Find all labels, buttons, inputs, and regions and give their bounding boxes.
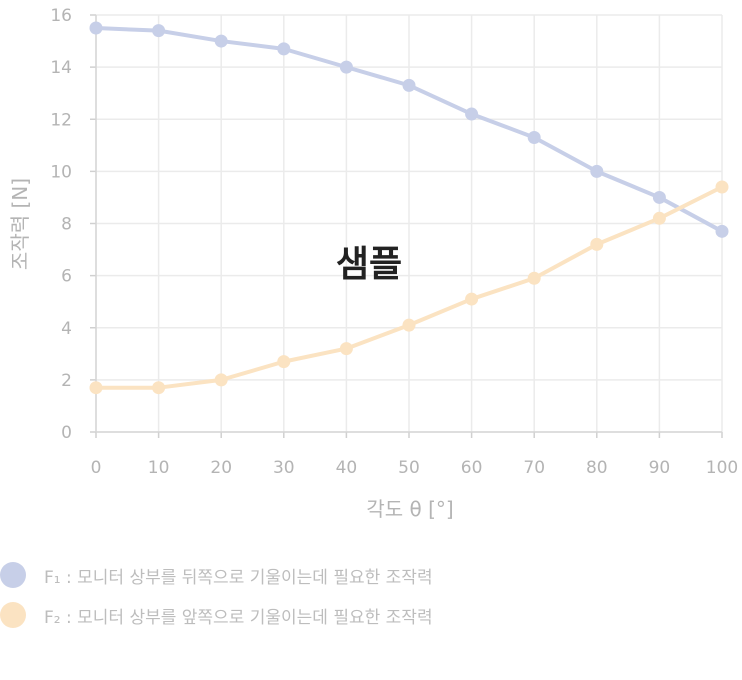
- data-point-f2: [89, 381, 103, 395]
- data-point-f2: [152, 381, 166, 395]
- x-tick-label: 100: [706, 458, 738, 478]
- x-tick-label: 60: [461, 458, 483, 478]
- legend: F₁ : 모니터 상부를 뒤쪽으로 기울이는데 필요한 조작력 F₂ : 모니터…: [0, 555, 433, 635]
- data-point-f2: [590, 237, 604, 251]
- x-tick-label: 50: [398, 458, 420, 478]
- x-tick-label: 10: [148, 458, 170, 478]
- y-tick-label: 12: [50, 110, 72, 130]
- x-tick-label: 40: [336, 458, 358, 478]
- legend-label-f2: F₂ : 모니터 상부를 앞쪽으로 기울이는데 필요한 조작력: [44, 607, 433, 628]
- x-tick-label: 20: [210, 458, 232, 478]
- data-point-f1: [402, 78, 416, 92]
- data-point-f1: [89, 21, 103, 35]
- y-tick-label: 2: [61, 371, 72, 391]
- data-point-f2: [465, 292, 479, 306]
- series-group: [89, 21, 729, 395]
- data-point-f1: [590, 164, 604, 178]
- data-point-f1: [527, 130, 541, 144]
- data-point-f1: [652, 190, 666, 204]
- x-tick-label: 0: [91, 458, 102, 478]
- data-point-f2: [715, 180, 729, 194]
- legend-item-f2: F₂ : 모니터 상부를 앞쪽으로 기울이는데 필요한 조작력: [0, 595, 433, 635]
- data-point-f2: [527, 271, 541, 285]
- data-point-f2: [277, 355, 291, 369]
- y-axis-title: 조작력 [N]: [8, 178, 32, 270]
- data-point-f1: [715, 224, 729, 238]
- data-point-f2: [339, 342, 353, 356]
- y-tick-label: 0: [61, 423, 72, 443]
- chart: 0 10 20 30 40 50 60 70 80 90 100 0 2 4 6 8 10 12 14 16 각도 θ…: [8, 6, 738, 521]
- data-point-f1: [339, 60, 353, 74]
- legend-swatch-f1: [0, 562, 26, 588]
- data-point-f2: [214, 373, 228, 387]
- y-tick-label: 10: [50, 162, 72, 182]
- data-point-f2: [402, 318, 416, 332]
- data-point-f1: [214, 34, 228, 48]
- sample-watermark: 샘플: [336, 244, 402, 285]
- data-point-f1: [152, 24, 166, 38]
- x-tick-label: 30: [273, 458, 295, 478]
- y-tick-label: 16: [50, 6, 72, 26]
- axes: [90, 14, 723, 438]
- x-tick-label: 90: [649, 458, 671, 478]
- y-tick-label: 8: [61, 215, 72, 235]
- y-tick-label: 6: [61, 267, 72, 287]
- tick-labels: 0 10 20 30 40 50 60 70 80 90 100 0 2 4 6 8 10 12 14 16: [50, 6, 738, 478]
- grid-lines: [95, 14, 723, 433]
- legend-item-f1: F₁ : 모니터 상부를 뒤쪽으로 기울이는데 필요한 조작력: [0, 555, 433, 595]
- x-tick-label: 70: [523, 458, 545, 478]
- data-point-f1: [465, 107, 479, 121]
- legend-swatch-f2: [0, 602, 26, 628]
- x-axis-title: 각도 θ [°]: [366, 497, 453, 521]
- x-tick-label: 80: [586, 458, 608, 478]
- legend-label-f1: F₁ : 모니터 상부를 뒤쪽으로 기울이는데 필요한 조작력: [44, 567, 433, 588]
- data-point-f1: [277, 42, 291, 56]
- y-tick-label: 4: [61, 319, 72, 339]
- y-tick-label: 14: [50, 58, 72, 78]
- data-point-f2: [652, 211, 666, 225]
